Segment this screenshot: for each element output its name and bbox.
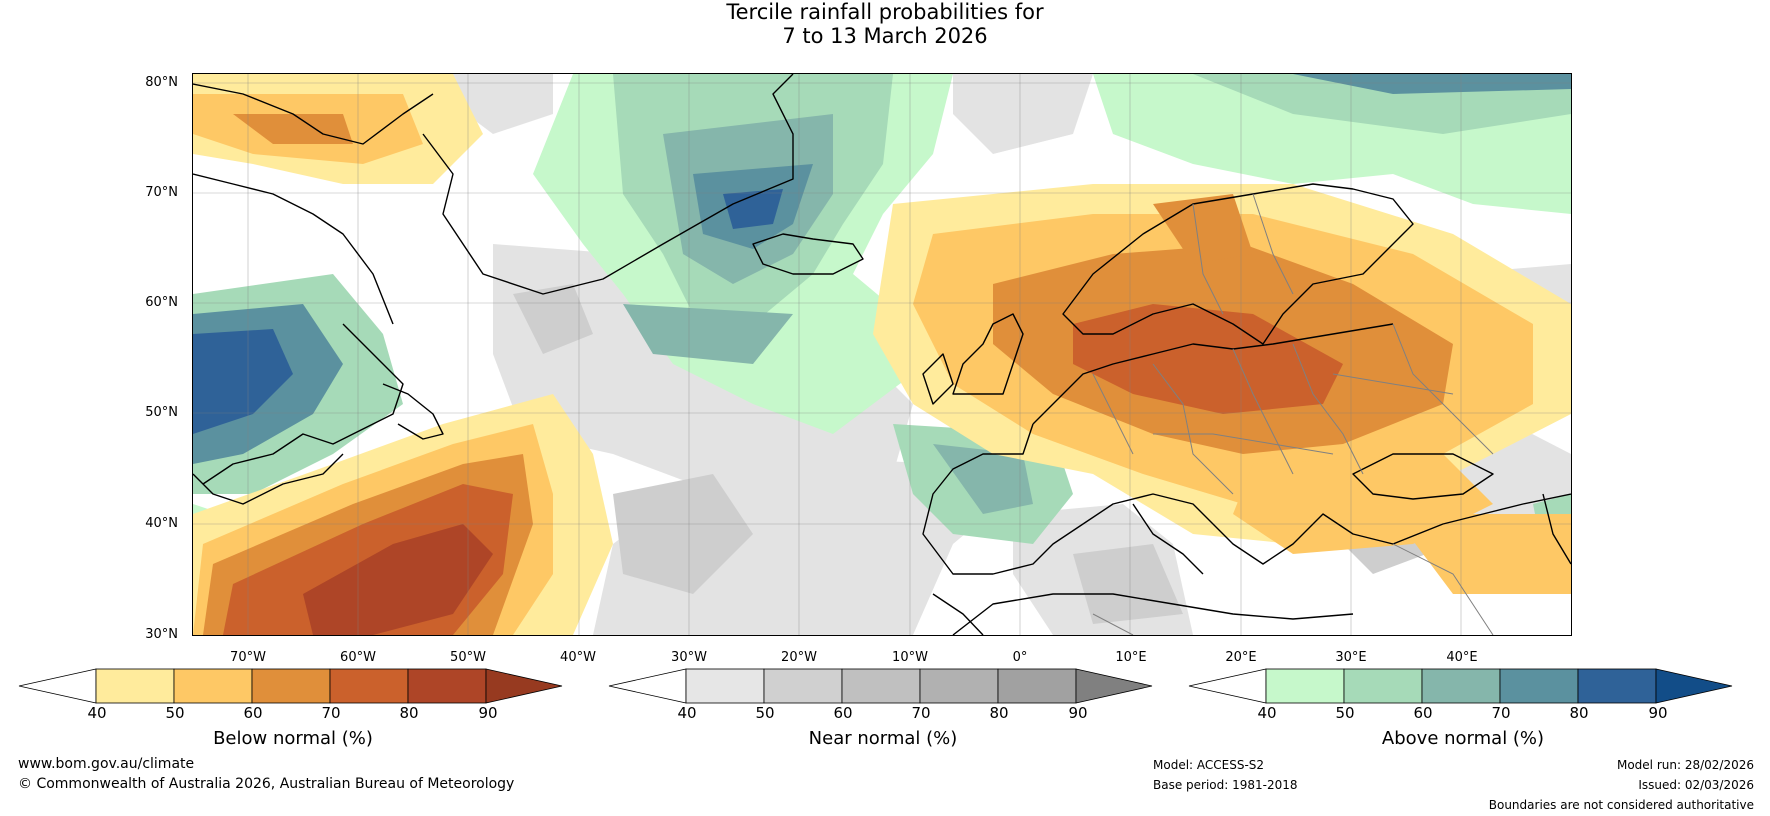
map-title: Tercile rainfall probabilities for 7 to … [0, 0, 1770, 48]
cbar-near-tick-70: 70 [911, 704, 931, 722]
cbar-above-tick-80: 80 [1569, 704, 1589, 722]
colorbar-below-label: Below normal (%) [213, 728, 373, 749]
colorbar-swatch [251, 668, 331, 704]
colorbar-arrow-low [608, 668, 687, 704]
lon-label-30w: 30°W [671, 650, 707, 665]
lon-label-10w: 10°W [892, 650, 928, 665]
colorbar-arrow-low [18, 668, 97, 704]
colorbar-swatch [1343, 668, 1423, 704]
footer-base-period: Base period: 1981-2018 [1153, 778, 1298, 792]
lat-label-60n: 60°N [145, 295, 178, 310]
colorbar-swatch [763, 668, 843, 704]
lat-label-70n: 70°N [145, 185, 178, 200]
colorbar-arrow-high [1655, 668, 1733, 704]
map-title-line2: 7 to 13 March 2026 [782, 24, 988, 48]
cbar-above-tick-40: 40 [1257, 704, 1277, 722]
cbar-near-tick-60: 60 [833, 704, 853, 722]
cbar-near-tick-50: 50 [755, 704, 775, 722]
footer-issued: Issued: 02/03/2026 [1638, 778, 1754, 792]
graticule [193, 74, 1571, 635]
lon-label-60w: 60°W [340, 650, 376, 665]
cbar-above-tick-60: 60 [1413, 704, 1433, 722]
country-borders [1092, 193, 1494, 635]
colorbar-swatch [997, 668, 1077, 704]
lon-label-30e: 30°E [1335, 650, 1367, 665]
map-canvas [193, 74, 1571, 635]
colorbar-swatch [1577, 668, 1657, 704]
cbar-near-tick-80: 80 [989, 704, 1009, 722]
map-title-line1: Tercile rainfall probabilities for [726, 0, 1044, 24]
colorbar-swatch [1421, 668, 1501, 704]
colorbar-swatch [173, 668, 253, 704]
footer-model: Model: ACCESS-S2 [1153, 758, 1265, 772]
colorbar-swatch [685, 668, 765, 704]
lon-label-20w: 20°W [781, 650, 817, 665]
colorbar-swatch [329, 668, 409, 704]
lon-label-20e: 20°E [1225, 650, 1257, 665]
cbar-below-tick-90: 90 [478, 704, 498, 722]
colorbar-arrow-low [1188, 668, 1267, 704]
footer-website: www.bom.gov.au/climate [18, 756, 195, 772]
lon-label-50w: 50°W [450, 650, 486, 665]
lat-label-50n: 50°N [145, 405, 178, 420]
colorbar-swatch [407, 668, 487, 704]
footer-disclaimer: Boundaries are not considered authoritat… [1488, 798, 1754, 812]
footer-copyright: © Commonwealth of Australia 2026, Austra… [18, 776, 515, 792]
cbar-near-tick-90: 90 [1068, 704, 1088, 722]
colorbar-above-normal [1188, 668, 1733, 704]
colorbar-near-normal [608, 668, 1153, 704]
lon-label-40e: 40°E [1446, 650, 1478, 665]
lat-label-80n: 80°N [145, 75, 178, 90]
cbar-below-tick-60: 60 [243, 704, 263, 722]
cbar-near-tick-40: 40 [677, 704, 697, 722]
cbar-above-tick-90: 90 [1648, 704, 1668, 722]
colorbar-arrow-high [485, 668, 563, 704]
above-normal-regions [193, 74, 1571, 614]
colorbar-above-label: Above normal (%) [1381, 728, 1545, 749]
cbar-below-tick-50: 50 [165, 704, 185, 722]
lat-label-40n: 40°N [145, 516, 178, 531]
lon-label-40w: 40°W [560, 650, 596, 665]
colorbar-below-normal [18, 668, 563, 704]
below-normal-regions [193, 74, 1571, 635]
cbar-below-tick-80: 80 [399, 704, 419, 722]
coastlines [193, 74, 1571, 635]
colorbar-swatch [95, 668, 175, 704]
colorbar-arrow-high [1075, 668, 1153, 704]
lon-label-0: 0° [1012, 650, 1028, 665]
lon-label-70w: 70°W [230, 650, 266, 665]
footer-model-run: Model run: 28/02/2026 [1616, 758, 1754, 772]
lon-label-10e: 10°E [1115, 650, 1147, 665]
cbar-above-tick-50: 50 [1335, 704, 1355, 722]
cbar-below-tick-40: 40 [87, 704, 107, 722]
colorbar-swatch [1499, 668, 1579, 704]
cbar-above-tick-70: 70 [1491, 704, 1511, 722]
lat-label-30n: 30°N [145, 627, 178, 642]
colorbar-near-label: Near normal (%) [808, 728, 958, 749]
colorbar-swatch [841, 668, 921, 704]
colorbar-swatch [1265, 668, 1345, 704]
forecast-map [192, 73, 1572, 636]
cbar-below-tick-70: 70 [321, 704, 341, 722]
colorbar-swatch [919, 668, 999, 704]
